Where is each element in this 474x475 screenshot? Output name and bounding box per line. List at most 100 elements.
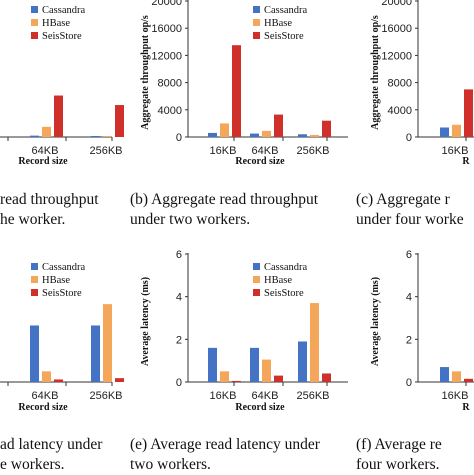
bar-seisstore-64kb <box>54 95 63 137</box>
y-tick-label: 4 <box>176 292 182 304</box>
bar-hbase-64kb <box>262 130 271 137</box>
bar-seisstore-16kb <box>232 45 241 138</box>
y-axis-label: Aggregate throughput op/s <box>140 15 151 130</box>
legend-label-cassandra: Cassandra <box>264 262 307 273</box>
y-tick-label: 12000 <box>151 50 182 62</box>
bar-seisstore-256kb <box>115 105 124 137</box>
bar-cassandra-64kb <box>250 347 259 382</box>
bar-seisstore-256kb <box>322 373 331 382</box>
legend-swatch-hbase <box>31 19 38 26</box>
x-axis-label: Record size <box>18 402 68 413</box>
y-tick-label: 0 <box>406 132 412 144</box>
y-axis-label: Average latency (ms) <box>140 277 151 366</box>
bar-hbase-16kb <box>220 123 229 137</box>
y-tick-label: 20000 <box>151 0 182 8</box>
legend-swatch-cassandra <box>31 263 38 270</box>
y-tick-label: 8000 <box>158 78 182 90</box>
y-tick-label: 2 <box>176 334 182 346</box>
legend-swatch-cassandra <box>31 6 38 13</box>
caption-d: ad latency under e workers. <box>0 435 102 475</box>
x-tick-label: 16KB <box>210 390 237 402</box>
bar-hbase-64kb <box>262 359 271 382</box>
caption-line: (b) Aggregate read throughput <box>130 191 319 208</box>
caption-line: read throughput <box>0 191 99 208</box>
legend-label-hbase: HBase <box>42 18 70 29</box>
bar-seisstore-16kb <box>464 378 473 382</box>
bar-seisstore-64kb <box>54 379 63 382</box>
bar-hbase-256kb <box>310 303 319 382</box>
x-tick-label: 64KB <box>252 145 279 157</box>
caption-line: he worker. <box>0 211 66 228</box>
y-tick-label: 0 <box>406 377 412 389</box>
bar-cassandra-64kb <box>250 133 259 137</box>
caption-line: four workers. <box>356 456 440 473</box>
legend-swatch-hbase <box>31 276 38 283</box>
bar-hbase-64kb <box>42 371 51 382</box>
y-tick-label: 4 <box>406 292 412 304</box>
chart-panel-a: 64KB 256KB Record size Cassandra HBase SeisSt… <box>0 5 124 167</box>
bar-seisstore-256kb <box>115 378 124 382</box>
y-tick-label: 12000 <box>381 50 412 62</box>
legend-swatch-seisstore <box>31 289 38 296</box>
x-tick-label: 256KB <box>296 390 329 402</box>
legend-label-seisstore: SeisStore <box>42 31 82 42</box>
caption-e: (e) Average read latency under two worker… <box>130 435 320 475</box>
legend-label-seisstore: SeisStore <box>264 31 304 42</box>
bar-hbase-16kb <box>452 124 461 137</box>
bar-hbase-16kb <box>452 371 461 382</box>
x-tick-label: 64KB <box>32 145 59 157</box>
x-tick-label: 64KB <box>32 390 59 402</box>
x-tick-label: 16KB <box>210 145 237 157</box>
caption-line: ad latency under <box>0 436 103 453</box>
bar-hbase-256kb <box>103 135 112 137</box>
caption-line: e workers. <box>0 456 65 473</box>
y-axis-label: Aggregate throughput op/s <box>370 15 381 130</box>
legend-label-seisstore: SeisStore <box>42 288 82 299</box>
caption-line: (f) Average re <box>356 436 442 453</box>
bar-cassandra-16kb <box>440 127 449 137</box>
legend-label-hbase: HBase <box>42 275 70 286</box>
bar-cassandra-256kb <box>91 325 100 382</box>
x-axis-label: R <box>462 402 470 413</box>
y-tick-label: 4000 <box>158 105 182 117</box>
legend-swatch-seisstore <box>31 32 38 39</box>
y-tick-label: 8000 <box>388 78 412 90</box>
y-tick-label: 4000 <box>388 105 412 117</box>
x-tick-label: 256KB <box>296 145 329 157</box>
x-tick-label: 16KB <box>442 390 469 402</box>
y-tick-label: 0 <box>176 132 182 144</box>
bar-cassandra-64kb <box>30 135 39 137</box>
y-tick-label: 16000 <box>151 23 182 35</box>
legend-label-cassandra: Cassandra <box>42 262 85 273</box>
bar-hbase-256kb <box>310 134 319 137</box>
legend-label-hbase: HBase <box>264 18 292 29</box>
y-tick-label: 6 <box>406 249 412 261</box>
x-axis-label: Record size <box>235 402 285 413</box>
bar-seisstore-16kb <box>232 380 241 382</box>
bar-seisstore-16kb <box>464 89 473 137</box>
x-tick-label: 64KB <box>252 390 279 402</box>
legend-label-seisstore: SeisStore <box>264 288 304 299</box>
bar-cassandra-16kb <box>440 367 449 382</box>
bar-cassandra-16kb <box>208 132 217 137</box>
bar-cassandra-256kb <box>91 135 100 137</box>
y-tick-label: 2 <box>406 334 412 346</box>
legend-swatch-cassandra <box>253 6 260 13</box>
legend-swatch-seisstore <box>253 289 260 296</box>
caption-line: under four worke <box>356 211 464 228</box>
bar-hbase-64kb <box>42 126 51 137</box>
caption-f: (f) Average re four workers. <box>356 435 442 475</box>
x-axis-label: Record size <box>235 156 285 167</box>
caption-a: read throughput he worker. <box>0 190 99 230</box>
bar-seisstore-256kb <box>322 120 331 137</box>
y-tick-label: 0 <box>176 377 182 389</box>
x-axis-label: Record size <box>18 156 68 167</box>
legend-label-cassandra: Cassandra <box>42 5 85 16</box>
chart-panel-d: 64KB 256KB Record size Cassandra HBase SeisSt… <box>0 262 124 413</box>
bar-cassandra-64kb <box>30 325 39 382</box>
y-tick-label: 6 <box>176 249 182 261</box>
